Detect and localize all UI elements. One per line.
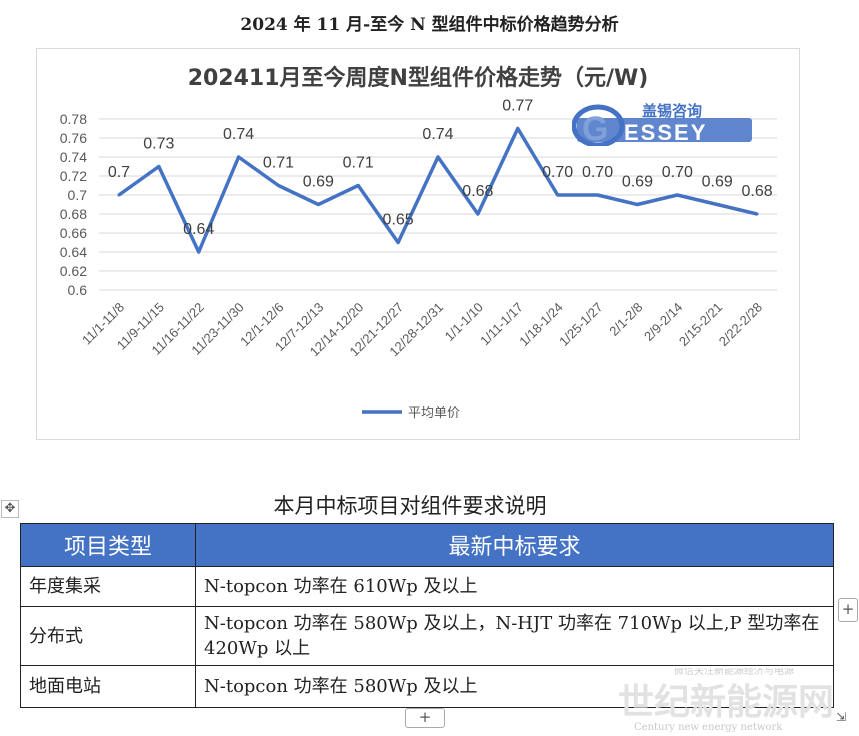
- row-requirement-cell: N-topcon 功率在 580Wp 及以上: [195, 665, 834, 708]
- data-label: 0.70: [582, 164, 613, 181]
- legend-label: 平均单价: [408, 406, 460, 421]
- row-type-cell: 地面电站: [20, 665, 196, 708]
- y-tick-label: 0.72: [60, 168, 87, 184]
- x-tick-label: 1/25-1/27: [556, 300, 605, 349]
- data-label: 0.68: [462, 183, 493, 200]
- row-requirement-cell: N-topcon 功率在 610Wp 及以上: [195, 566, 834, 607]
- data-point: [675, 193, 679, 197]
- document-title: 2024 年 11 月-至今 N 型组件中标价格趋势分析: [240, 15, 619, 35]
- data-point: [556, 193, 560, 197]
- data-point: [715, 203, 719, 206]
- chart-container[interactable]: 202411月至今周度N型组件价格走势（元/W) 0.6 0.62 0.64 0.66 0…: [36, 48, 800, 440]
- data-label: 0.70: [662, 164, 693, 181]
- data-label: 0.74: [422, 126, 453, 143]
- data-point: [237, 155, 241, 159]
- row-requirement-cell: N-topcon 功率在 580Wp 及以上，N-HJT 功率在 710Wp 以…: [195, 606, 834, 666]
- watermark: 微信关注新能源经济与电源 世纪新能源网 Century new energy n…: [618, 668, 834, 733]
- y-tick-label: 0.66: [60, 225, 87, 241]
- data-label: 0.69: [303, 174, 334, 191]
- data-label: 0.74: [223, 126, 254, 143]
- data-label: 0.73: [143, 136, 174, 153]
- logo-en-text: ESSEY: [624, 120, 707, 145]
- data-point: [635, 203, 639, 206]
- x-tick-label: 2/22-2/28: [716, 300, 765, 349]
- data-point: [316, 203, 320, 206]
- y-tick-label: 0.7: [68, 187, 88, 203]
- table-resize-icon[interactable]: ⇲: [836, 710, 847, 724]
- data-label: 0.77: [502, 98, 533, 115]
- chart-title: 202411月至今周度N型组件价格走势（元/W): [188, 65, 649, 91]
- data-point: [476, 212, 480, 216]
- y-tick-label: 0.74: [60, 149, 87, 165]
- add-row-button[interactable]: +: [405, 708, 445, 728]
- watermark-sub-text: Century new energy network: [634, 722, 783, 733]
- data-point: [436, 155, 440, 159]
- data-label: 0.65: [383, 212, 414, 229]
- data-label: 0.71: [343, 155, 374, 172]
- data-label: 0.69: [702, 174, 733, 191]
- y-tick-label: 0.6: [68, 282, 88, 298]
- data-point: [117, 193, 121, 197]
- data-point: [157, 165, 161, 168]
- data-label: 0.7: [108, 164, 130, 181]
- data-label: 0.68: [741, 183, 772, 200]
- data-label: 0.70: [542, 164, 573, 181]
- data-point: [516, 127, 520, 130]
- x-tick-label: 2/1-2/8: [606, 300, 645, 339]
- requirements-table: 项目类型 最新中标要求 年度集采 N-topcon 功率在 610Wp 及以上 …: [20, 523, 834, 708]
- logo-cn-text: 盖锡咨询: [642, 102, 702, 120]
- table-header-row: 项目类型 最新中标要求: [20, 523, 834, 567]
- logo-letter: G: [582, 110, 608, 146]
- table-row: 地面电站 N-topcon 功率在 580Wp 及以上: [20, 665, 834, 708]
- y-tick-label: 0.68: [60, 206, 87, 222]
- watermark-main-text: 世纪新能源网: [618, 681, 834, 723]
- table-row: 分布式 N-topcon 功率在 580Wp 及以上，N-HJT 功率在 710…: [20, 606, 834, 666]
- add-column-button[interactable]: +: [838, 598, 858, 622]
- header-latest-requirement: 最新中标要求: [195, 523, 834, 567]
- row-type-cell: 年度集采: [20, 566, 196, 607]
- header-project-type: 项目类型: [20, 523, 196, 567]
- y-tick-label: 0.62: [60, 263, 87, 279]
- line-chart: 202411月至今周度N型组件价格走势（元/W) 0.6 0.62 0.64 0.66 0…: [60, 65, 777, 421]
- watermark-top-text: 微信关注新能源经济与电源: [674, 668, 794, 677]
- data-point: [197, 250, 201, 254]
- data-label: 0.64: [183, 221, 214, 238]
- data-point: [396, 241, 400, 244]
- table-title: 本月中标项目对组件要求说明: [273, 494, 547, 518]
- y-tick-label: 0.64: [60, 244, 87, 260]
- table-move-handle-icon[interactable]: ✥: [1, 500, 19, 518]
- data-label: 0.69: [622, 174, 653, 191]
- row-type-cell: 分布式: [20, 606, 196, 666]
- data-label: 0.71: [263, 155, 294, 172]
- data-point: [276, 184, 280, 187]
- gessey-logo: G 盖锡咨询 ESSEY: [572, 102, 752, 146]
- data-point: [755, 212, 759, 216]
- table-row: 年度集采 N-topcon 功率在 610Wp 及以上: [20, 566, 834, 607]
- y-tick-label: 0.76: [60, 130, 87, 146]
- data-point: [356, 184, 360, 187]
- y-tick-label: 0.78: [60, 111, 87, 127]
- data-point: [596, 193, 600, 197]
